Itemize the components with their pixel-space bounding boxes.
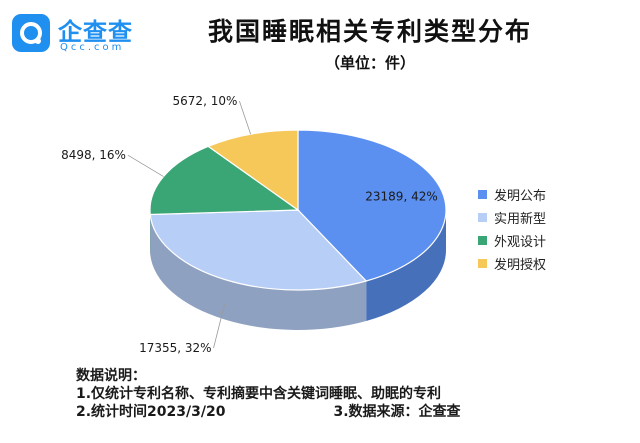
pie-slice-3 xyxy=(149,145,300,216)
legend-label-4: 发明授权 xyxy=(494,258,547,273)
pie-slice-1 xyxy=(297,129,447,282)
note-line-1: 1.仅统计专利名称、专利摘要中含关键词睡眠、助眠的专利 xyxy=(76,386,442,402)
chart-subtitle: （单位：件） xyxy=(324,54,415,72)
legend-item-3: 外观设计 xyxy=(478,229,546,252)
legend-swatch-4 xyxy=(478,259,487,268)
legend-label-2: 实用新型 xyxy=(494,212,547,227)
data-notes: 数据说明： 1.仅统计专利名称、专利摘要中含关键词睡眠、助眠的专利 2.统计时间… xyxy=(76,365,461,420)
leader-line-2 xyxy=(213,303,226,349)
data-label-2: 17355, 32% xyxy=(139,341,211,355)
note-line-3: 3.数据来源：企查查 xyxy=(333,404,461,420)
legend-label-1: 发明公布 xyxy=(494,189,547,204)
legend-swatch-1 xyxy=(478,190,487,199)
note-line-2: 2.统计时间2023/3/20 xyxy=(76,404,226,420)
qcc-logo: 企查查 Qcc.com xyxy=(12,12,172,56)
legend-item-2: 实用新型 xyxy=(478,206,546,229)
qcc-logo-icon xyxy=(12,14,50,52)
pie-side-2 xyxy=(150,214,367,331)
legend-item-4: 发明授权 xyxy=(478,252,546,275)
notes-heading: 数据说明： xyxy=(76,368,146,384)
data-label-1: 23189, 42% xyxy=(365,189,437,203)
logo-domain: Qcc.com xyxy=(60,42,125,53)
data-label-4: 5672, 10% xyxy=(173,94,238,108)
chart-legend: 发明公布实用新型外观设计发明授权 xyxy=(478,183,546,275)
pie-slice-2 xyxy=(149,209,368,291)
legend-swatch-2 xyxy=(478,213,487,222)
data-label-3: 8498, 16% xyxy=(61,148,126,162)
pie-slice-4 xyxy=(207,129,299,212)
leader-line-3 xyxy=(127,154,164,177)
logo-name: 企查查 xyxy=(58,18,133,46)
legend-item-1: 发明公布 xyxy=(478,183,546,206)
legend-label-3: 外观设计 xyxy=(494,235,547,250)
chart-title: 我国睡眠相关专利类型分布 xyxy=(207,17,532,46)
leader-line-4 xyxy=(239,100,252,135)
legend-swatch-3 xyxy=(478,236,487,245)
